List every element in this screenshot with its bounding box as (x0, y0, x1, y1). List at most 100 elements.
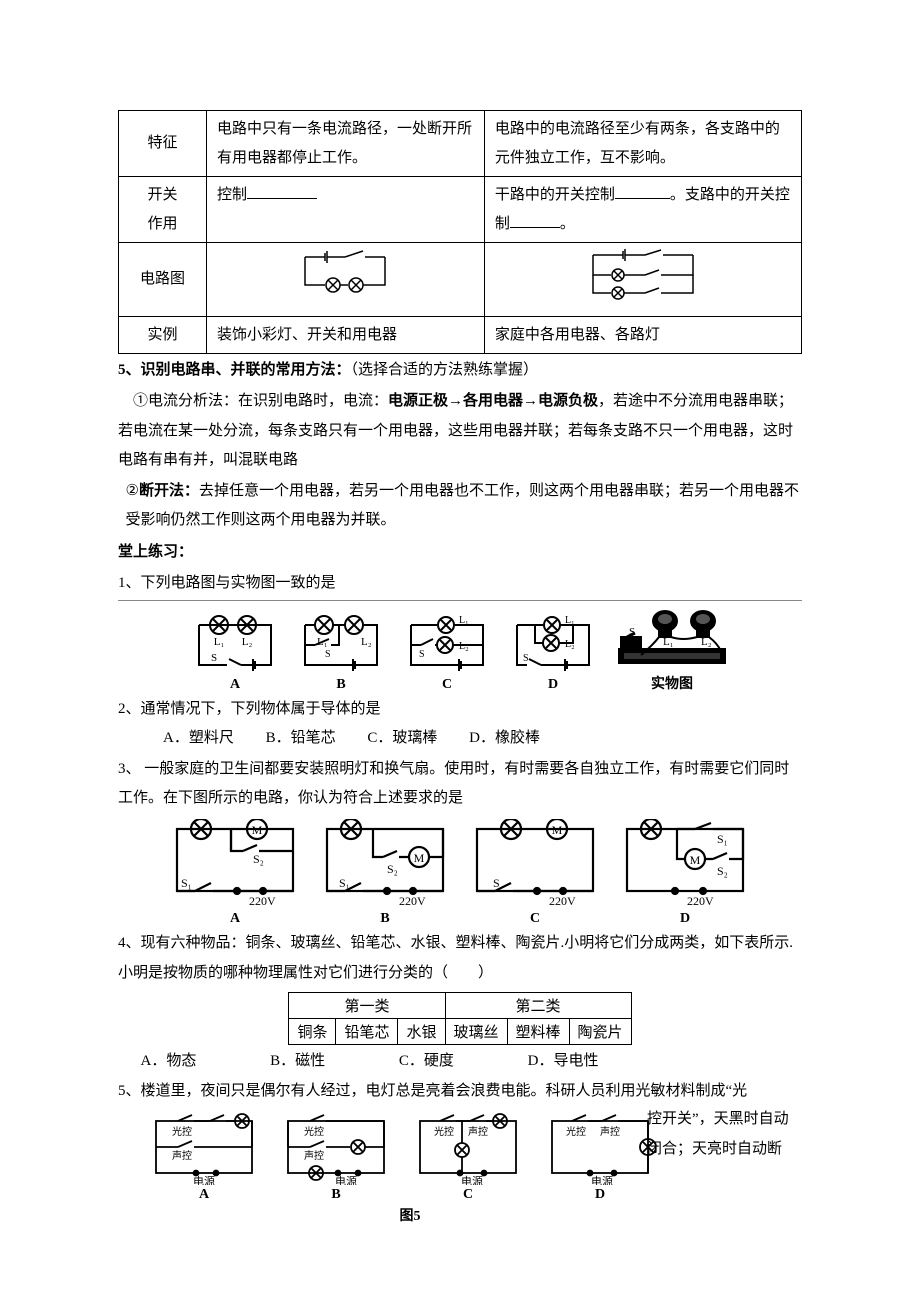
q1-c-label: C (401, 677, 493, 693)
svg-text:M: M (690, 853, 701, 867)
q4-table: 第一类 第二类 铜条 铅笔芯 水银 玻璃丝 塑料棒 陶瓷片 (288, 992, 631, 1045)
svg-text:S₂: S₂ (253, 852, 264, 866)
blank (615, 184, 670, 199)
svg-text:S₂: S₂ (387, 862, 398, 876)
svg-text:声控: 声控 (304, 1149, 324, 1162)
q5-opt-a: 光控声控电源 A (148, 1113, 260, 1203)
svg-text:L₁: L₁ (317, 636, 328, 648)
svg-text:220V: 220V (549, 894, 576, 908)
svg-text:电源: 电源 (335, 1174, 357, 1185)
svg-text:M: M (552, 823, 563, 837)
section5-note: （选择合适的方法熟练掌握） (351, 362, 539, 378)
blank (247, 184, 317, 199)
svg-text:声控: 声控 (600, 1125, 620, 1138)
q5-r1: 控开关”，天黑时自动 (647, 1105, 802, 1134)
section5-title: 5、识别电路串、并联的常用方法： (118, 362, 351, 378)
q3-d-label: D (617, 911, 753, 927)
q1-b-label: B (295, 677, 387, 693)
q3-stem: 3、 一般家庭的卫生间都要安装照明灯和换气扇。使用时，有时需要各自独立工作，有时… (118, 755, 802, 814)
row-feature-c1: 电路中只有一条电流路径，一处断开所有用电器都停止工作。 (207, 111, 485, 177)
method-2: ②断开法：去掉任意一个用电器，若另一个用电器也不工作，则这两个用电器串联；若另一… (118, 477, 802, 536)
svg-text:L₂: L₂ (242, 636, 253, 648)
practice-title: 堂上练习： (118, 538, 802, 567)
q1-phys-label: 实物图 (613, 673, 731, 693)
q1-opt-b: L₁SL₂ B (295, 611, 387, 693)
q1-a-label: A (189, 677, 281, 693)
svg-text:S₂: S₂ (717, 864, 728, 878)
q3-c-label: C (467, 911, 603, 927)
q1-opt-a: L₁ L₂ S A (189, 611, 281, 693)
svg-text:L₂: L₂ (459, 641, 469, 652)
svg-text:L₁: L₁ (663, 636, 674, 648)
q2-stem: 2、通常情况下，下列物体属于导体的是 (118, 695, 802, 724)
q4-h1: 第一类 (289, 992, 445, 1018)
row-switch-label: 开关作用 (119, 177, 207, 243)
q3-b-label: B (317, 911, 453, 927)
svg-text:S: S (629, 626, 635, 638)
row-switch-c2: 干路中的开关控制。支路中的开关控制。 (484, 177, 801, 243)
row-example-c2: 家庭中各用电器、各路灯 (484, 316, 801, 354)
q5-stem: 5、楼道里，夜间只是偶尔有人经过，电灯总是亮着会浪费电能。科研人员利用光敏材料制… (118, 1077, 802, 1106)
fig5-caption: 图5 (18, 1205, 802, 1225)
svg-text:S: S (211, 652, 217, 664)
svg-text:S: S (419, 649, 425, 660)
q4-h2: 第二类 (445, 992, 631, 1018)
svg-text:220V: 220V (687, 894, 714, 908)
q1-opt-d: L₁L₂S D (507, 611, 599, 693)
svg-text:S₁: S₁ (717, 832, 728, 846)
q3-opt-c: M S220V C (467, 819, 603, 927)
m1-a: ①电流分析法：在识别电路时，电流： (133, 393, 388, 409)
svg-text:L₂: L₂ (701, 636, 712, 648)
m2-b: 断开法： (139, 483, 199, 499)
q2-c: C．玻璃棒 (367, 724, 437, 753)
svg-text:光控: 光控 (304, 1125, 324, 1138)
q5-b-label: B (280, 1187, 392, 1203)
blank (510, 213, 560, 228)
q1-opt-c: L₁ L₂ S C (401, 611, 493, 693)
svg-text:M: M (414, 851, 425, 865)
svg-text:电源: 电源 (461, 1174, 483, 1185)
q3-a-label: A (167, 911, 303, 927)
m2-a: ② (126, 483, 139, 499)
svg-text:光控: 光控 (172, 1125, 192, 1138)
svg-text:L₁: L₁ (459, 615, 469, 626)
q5-right-text: 控开关”，天黑时自动 闭合；天亮时自动断 (647, 1105, 802, 1164)
row-feature-label: 特征 (119, 111, 207, 177)
parallel-circuit-diagram (484, 243, 801, 317)
switch-c1-prefix: 控制 (217, 187, 247, 203)
svg-text:S₁: S₁ (339, 876, 350, 890)
q4-r2-1: 塑料棒 (507, 1018, 569, 1044)
q5-c-label: C (412, 1187, 524, 1203)
q4-stem: 4、现有六种物品：铜条、玻璃丝、铅笔芯、水银、塑料棒、陶瓷片.小明将它们分成两类… (118, 929, 802, 988)
section-5: 5、识别电路串、并联的常用方法：（选择合适的方法熟练掌握） (118, 356, 802, 385)
q1-stem: 1、下列电路图与实物图一致的是 (118, 569, 802, 598)
q2-options: A．塑料尺 B．铅笔芯 C．玻璃棒 D．橡胶棒 (118, 724, 802, 753)
svg-text:S: S (523, 653, 529, 664)
q3-figures: M S₂ S₁ 220V A M S₂ S₁ 220V B M (118, 819, 802, 927)
series-circuit-diagram (207, 243, 485, 317)
q4-d: D．导电性 (528, 1047, 599, 1076)
q4-r1-0: 铜条 (289, 1018, 336, 1044)
q2-d: D．橡胶棒 (469, 724, 540, 753)
m1-b: 电源正极→各用电器→电源负极 (388, 393, 598, 409)
q5-opt-b: 光控声控电源 B (280, 1113, 392, 1203)
q4-b: B．磁性 (270, 1047, 325, 1076)
svg-text:L₁: L₁ (214, 636, 225, 648)
switch-c2-prefix: 干路中的开关控制 (495, 187, 615, 203)
q3-opt-d: M S₁ S₂ 220V D (617, 819, 753, 927)
q4-options: A．物态 B．磁性 C．硬度 D．导电性 (118, 1047, 802, 1076)
m2-c: 去掉任意一个用电器，若另一个用电器也不工作，则这两个用电器串联；若另一个用电器不… (126, 483, 799, 528)
row-switch-c1: 控制 (207, 177, 485, 243)
q5-opt-d: 光控声控电源 D (544, 1113, 656, 1203)
svg-text:220V: 220V (249, 894, 276, 908)
svg-text:220V: 220V (399, 894, 426, 908)
q4-c: C．硬度 (399, 1047, 454, 1076)
svg-text:M: M (252, 823, 263, 837)
row-diagram-label: 电路图 (119, 243, 207, 317)
svg-text:声控: 声控 (172, 1149, 192, 1162)
q4-r2-0: 玻璃丝 (445, 1018, 507, 1044)
q5-d-label: D (544, 1187, 656, 1203)
comparison-table: 特征 电路中只有一条电流路径，一处断开所有用电器都停止工作。 电路中的电流路径至… (118, 110, 802, 354)
row-example-c1: 装饰小彩灯、开关和用电器 (207, 316, 485, 354)
q3-opt-b: M S₂ S₁ 220V B (317, 819, 453, 927)
